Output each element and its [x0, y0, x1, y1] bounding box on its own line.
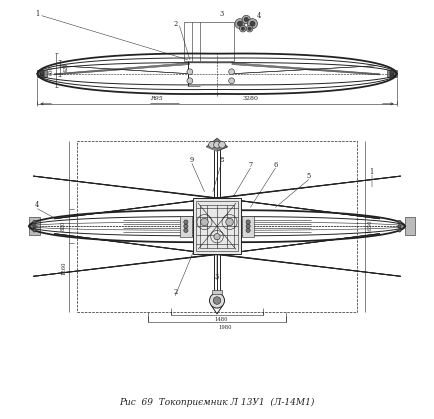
Circle shape [184, 220, 188, 224]
Circle shape [242, 16, 250, 23]
Circle shape [226, 218, 233, 226]
Text: 3: 3 [215, 273, 219, 281]
Text: 1: 1 [35, 10, 39, 18]
Bar [77, 141, 357, 312]
Text: R95: R95 [150, 96, 163, 101]
Text: 5: 5 [307, 172, 311, 180]
Circle shape [241, 27, 245, 30]
Text: 3280: 3280 [243, 96, 258, 101]
Circle shape [247, 19, 257, 28]
Circle shape [33, 220, 36, 224]
Bar [184, 22, 233, 61]
Circle shape [187, 69, 193, 75]
Text: 2: 2 [173, 288, 178, 296]
Circle shape [246, 224, 250, 228]
Bar [193, 198, 241, 254]
Text: 1260: 1260 [61, 261, 66, 275]
Text: 1650: 1650 [368, 220, 373, 233]
Circle shape [244, 18, 248, 21]
Text: Рис  69  Токоприємник Л 13У1  (Л-14М1): Рис 69 Токоприємник Л 13У1 (Л-14М1) [119, 398, 315, 406]
Bar [200, 205, 234, 248]
Text: 4: 4 [256, 12, 261, 20]
Bar [37, 70, 46, 78]
Bar [29, 217, 39, 235]
Circle shape [40, 73, 44, 78]
Circle shape [240, 25, 246, 32]
Text: 800: 800 [60, 221, 66, 231]
Circle shape [184, 228, 188, 233]
Text: 3: 3 [219, 10, 224, 18]
Circle shape [398, 220, 401, 224]
Polygon shape [207, 139, 227, 151]
Circle shape [209, 142, 215, 148]
Circle shape [33, 229, 36, 232]
Text: 2: 2 [173, 20, 178, 28]
Bar [242, 216, 254, 237]
Text: 4: 4 [35, 201, 39, 210]
Bar [405, 217, 415, 235]
Circle shape [390, 70, 394, 74]
Circle shape [33, 225, 36, 228]
Circle shape [390, 72, 394, 76]
Text: 1980: 1980 [219, 325, 232, 330]
Circle shape [184, 224, 188, 228]
Circle shape [246, 228, 250, 233]
Text: 9: 9 [190, 156, 194, 164]
Text: 6: 6 [273, 160, 278, 169]
Circle shape [213, 297, 221, 304]
Bar [212, 290, 222, 294]
Circle shape [237, 21, 243, 26]
Text: 7: 7 [248, 160, 253, 169]
Circle shape [246, 220, 250, 224]
Circle shape [235, 19, 245, 28]
Text: 425: 425 [63, 63, 68, 72]
Circle shape [187, 78, 193, 84]
Text: 1: 1 [369, 168, 374, 176]
Circle shape [390, 73, 394, 78]
Circle shape [398, 225, 401, 228]
Circle shape [219, 142, 225, 148]
Circle shape [250, 21, 255, 26]
Circle shape [214, 233, 220, 240]
Circle shape [229, 69, 234, 75]
Circle shape [246, 25, 253, 32]
Circle shape [201, 218, 208, 226]
Circle shape [248, 27, 251, 30]
Circle shape [398, 229, 401, 232]
Circle shape [214, 142, 220, 148]
Text: 8: 8 [219, 156, 224, 164]
Bar [180, 216, 192, 237]
Text: 600: 600 [48, 65, 53, 75]
Circle shape [210, 293, 224, 308]
Bar [196, 202, 238, 251]
Circle shape [40, 72, 44, 76]
Bar [388, 70, 397, 78]
Circle shape [229, 78, 234, 84]
Circle shape [40, 70, 44, 74]
Text: 1480: 1480 [214, 317, 228, 322]
